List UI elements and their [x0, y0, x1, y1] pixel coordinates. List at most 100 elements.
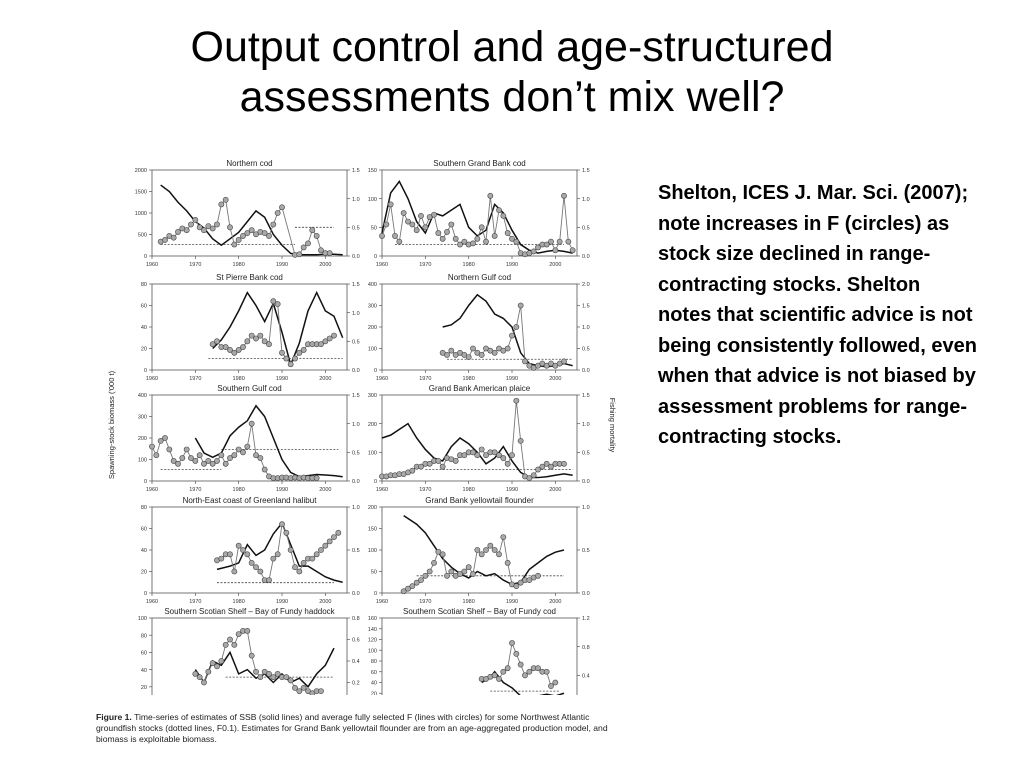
panel-5-frame — [151, 394, 348, 482]
panel-6-f-point-26 — [491, 449, 498, 456]
panel-9-f-point-3 — [205, 668, 212, 675]
panel-10-ytick-label-1: 20 — [371, 691, 377, 695]
panel-2-f-point-35 — [530, 248, 537, 255]
panel-1-xtick-label-1: 1970 — [189, 262, 201, 268]
panel-1-xtick-label-3: 1990 — [276, 262, 288, 268]
panel-2-f-point-24 — [483, 238, 489, 245]
panel-2-xtick-label-2: 1980 — [463, 262, 475, 268]
panel-6-xtick-label-2: 1980 — [463, 487, 475, 493]
panel-2-f-point-28 — [500, 212, 507, 219]
panel-1-xtick-label-0: 1960 — [146, 262, 158, 268]
panel-2-ytick-label-3: 150 — [368, 168, 377, 174]
panel-8-f-point-15 — [465, 564, 472, 571]
panel-5-f-point-3 — [162, 435, 168, 441]
panel-4-f-point-17 — [513, 324, 520, 330]
panel-2-f-point-29 — [504, 230, 511, 236]
panel-6-f-point-24 — [483, 452, 489, 459]
panel-5-f-point-17 — [222, 460, 229, 467]
panel-4-f-point-2 — [448, 347, 455, 354]
panel-7-xtick-label-0: 1960 — [146, 599, 158, 605]
panel-10-ytick-label-5: 100 — [368, 648, 377, 654]
panel-1-f-point-19 — [240, 233, 246, 239]
panel-9-ytick-label-1: 20 — [141, 685, 147, 691]
panel-3-f-point-9 — [248, 332, 255, 339]
panel-8-ytick-label-4: 200 — [368, 505, 377, 511]
panel-9-f-point-9 — [231, 641, 238, 648]
panel-6-f-point-39 — [548, 463, 554, 470]
panel-8-y2tick-label-0: 0.0 — [582, 591, 590, 597]
panel-6-f-point-32 — [517, 437, 524, 444]
panel-10-ytick-label-7: 140 — [368, 627, 377, 633]
panel-2-f-point-19 — [461, 238, 468, 245]
title-line-2: assessments don’t mix well? — [239, 73, 785, 121]
panel-5-y2tick-label-3: 1.5 — [352, 393, 360, 399]
panel-7-frame — [151, 506, 348, 594]
panel-9-f-point-29 — [318, 688, 324, 694]
panel-1-y2tick-label-1: 0.5 — [352, 226, 360, 232]
panel-5-f-point-14 — [209, 460, 216, 467]
panel-4-ytick-label-0: 0 — [374, 368, 377, 374]
panel-8-xtick-label-0: 1960 — [376, 599, 388, 605]
panel-1-xtick-label-4: 2000 — [319, 262, 331, 268]
citation-note: Shelton, ICES J. Mar. Sci. (2007); note … — [658, 182, 977, 448]
panel-9-f-point-8 — [227, 636, 233, 643]
panel-4-f-point-12 — [491, 349, 498, 356]
panel-7-f-point-6 — [240, 547, 246, 553]
panel-3-f-point-27 — [326, 335, 333, 342]
panel-8-f-point-27 — [517, 579, 524, 586]
panel-3-y2tick-label-0: 0.0 — [352, 368, 360, 374]
panel-6-xtick-label-3: 1990 — [506, 487, 518, 493]
panel-7-f-point-16 — [283, 529, 290, 536]
panel-7-y2tick-label-0: 0.0 — [352, 591, 360, 597]
panel-1-f-point-10 — [201, 227, 207, 234]
panel-4-xtick-label-1: 1970 — [419, 376, 431, 382]
panel-2-f-point-10 — [422, 224, 429, 231]
panel-4-f-point-28 — [561, 358, 567, 365]
panel-1-frame — [151, 169, 348, 257]
panel-9-f-point-24 — [296, 688, 303, 694]
panel-8-f-point-31 — [535, 572, 541, 579]
panel-7-f-point-9 — [253, 564, 259, 571]
panel-8-title: Grand Bank yellowtail flounder — [425, 496, 534, 505]
panel-1-f-point-4 — [175, 229, 181, 235]
panel-3-xtick-label-3: 1990 — [276, 376, 288, 382]
panel-8-f-point-6 — [426, 568, 433, 575]
panel-4-f-point-18 — [517, 302, 524, 309]
panel-5-f-point-7 — [179, 455, 186, 461]
panel-1-f-point-32 — [305, 240, 311, 247]
panel-6-f-point-9 — [418, 463, 424, 470]
panel-2-f-point-27 — [496, 207, 502, 214]
panel-4-y2tick-label-0: 0.0 — [582, 368, 590, 374]
panel-1-f-point-20 — [244, 230, 251, 236]
panel-9-f-point-15 — [257, 674, 264, 681]
panel-1-f-point-13 — [214, 221, 220, 228]
panel-4-ytick-label-3: 300 — [368, 304, 377, 310]
panel-5-f-point-6 — [175, 460, 181, 467]
panel-2-y2tick-label-0: 0.0 — [582, 254, 590, 260]
panel-6-f-point-37 — [539, 463, 546, 470]
panel-7-f-point-25 — [322, 542, 329, 549]
panel-3-f-point-14 — [270, 298, 277, 305]
panel-4-f-point-1 — [444, 352, 450, 358]
panel-3-xtick-label-4: 2000 — [319, 376, 331, 382]
panel-7-y2tick-label-2: 1.0 — [352, 505, 360, 511]
panel-9-y2tick-label-2: 0.4 — [352, 659, 360, 665]
panel-9-f-point-23 — [292, 684, 298, 691]
ylabel-left: Spawning-stock biomass ('000 t) — [107, 370, 116, 479]
panel-2-f-point-40 — [552, 247, 559, 254]
panel-9-f-point-2 — [201, 679, 207, 686]
panel-2-f-point-17 — [452, 235, 459, 242]
panel-5-f-point-11 — [196, 452, 203, 459]
panel-1-ytick-label-2: 1000 — [135, 211, 147, 217]
panel-9-ytick-label-3: 60 — [141, 651, 147, 657]
panel-9-f-point-0 — [192, 671, 199, 677]
panel-9-y2tick-label-3: 0.6 — [352, 638, 360, 644]
panel-2-f-point-16 — [448, 221, 455, 228]
panel-5-f-point-9 — [188, 455, 194, 461]
panel-6-f-point-23 — [478, 446, 485, 453]
panel-9-f-point-22 — [287, 677, 294, 684]
panel-10-f-point-4 — [496, 676, 502, 682]
panel-7-f-point-7 — [244, 551, 251, 558]
panel-5-xtick-label-0: 1960 — [146, 487, 158, 493]
panel-6-f-point-35 — [530, 472, 537, 479]
